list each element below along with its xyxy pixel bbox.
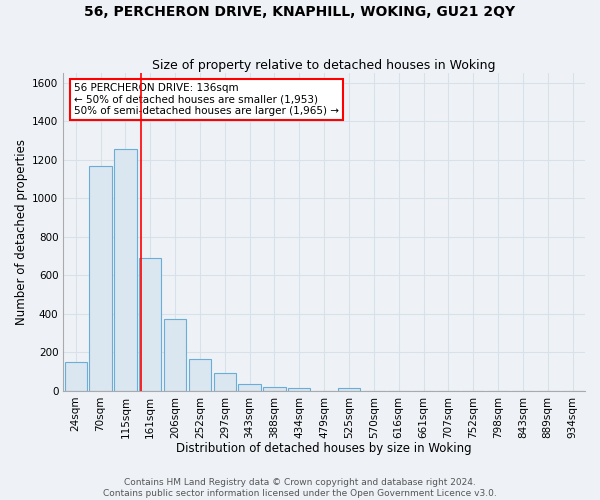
Bar <box>338 388 360 391</box>
Text: 56, PERCHERON DRIVE, KNAPHILL, WOKING, GU21 2QY: 56, PERCHERON DRIVE, KNAPHILL, WOKING, G… <box>85 5 515 19</box>
Bar <box>65 362 87 391</box>
Bar <box>288 388 310 391</box>
Bar <box>189 360 211 391</box>
Bar <box>139 258 161 391</box>
Y-axis label: Number of detached properties: Number of detached properties <box>15 139 28 325</box>
Bar <box>114 149 137 391</box>
Bar <box>214 373 236 391</box>
Bar <box>164 318 186 391</box>
X-axis label: Distribution of detached houses by size in Woking: Distribution of detached houses by size … <box>176 442 472 455</box>
Bar <box>263 386 286 391</box>
Text: Contains HM Land Registry data © Crown copyright and database right 2024.
Contai: Contains HM Land Registry data © Crown c… <box>103 478 497 498</box>
Text: 56 PERCHERON DRIVE: 136sqm
← 50% of detached houses are smaller (1,953)
50% of s: 56 PERCHERON DRIVE: 136sqm ← 50% of deta… <box>74 82 339 116</box>
Title: Size of property relative to detached houses in Woking: Size of property relative to detached ho… <box>152 59 496 72</box>
Bar <box>238 384 261 391</box>
Bar <box>89 166 112 391</box>
